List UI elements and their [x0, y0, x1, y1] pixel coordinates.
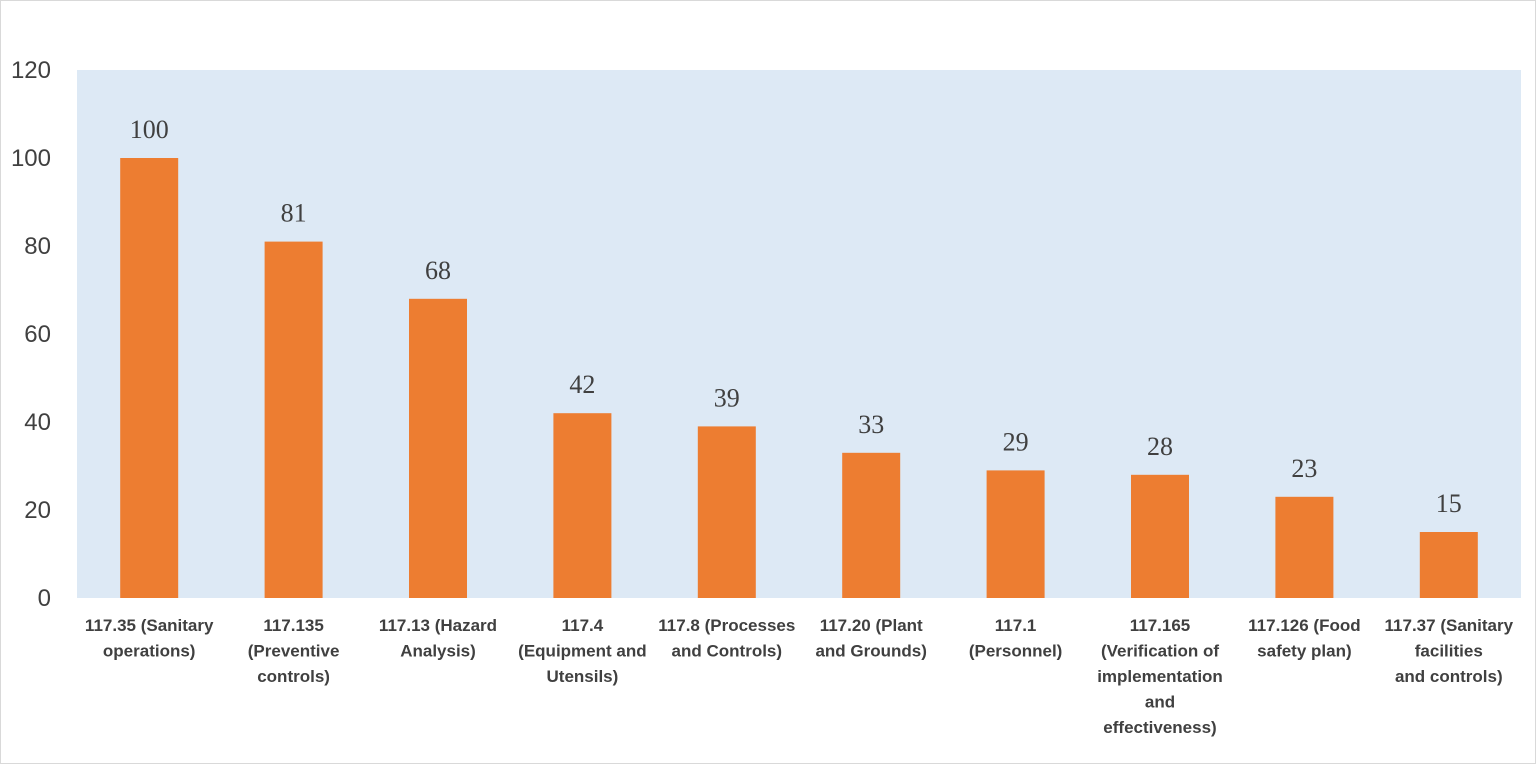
data-label: 23 [1291, 454, 1317, 483]
data-label: 42 [569, 370, 595, 399]
x-tick-label: 117.135 (Preventive controls) [248, 616, 340, 686]
bar [1275, 496, 1334, 598]
y-tick-label: 120 [11, 57, 51, 84]
bar [697, 426, 756, 598]
y-tick-label: 20 [24, 497, 51, 524]
data-label: 100 [130, 115, 169, 144]
x-tick-label: 117.37 (Sanitary facilities and controls) [1385, 616, 1514, 686]
bar [1419, 532, 1478, 598]
data-label: 39 [714, 383, 740, 412]
x-tick-label: 117.4 (Equipment and Utensils) [518, 616, 646, 686]
x-tick-label: 117.165 (Verification of implementation and… [1097, 616, 1223, 737]
bar [409, 298, 467, 598]
x-axis: 117.35 (Sanitary operations) 117.135 (Preve… [85, 616, 1514, 737]
bar [1131, 474, 1189, 598]
y-tick-label: 60 [24, 321, 51, 348]
bar [986, 470, 1045, 598]
data-label: 29 [1003, 427, 1029, 456]
x-tick-label: 117.13 (Hazard Analysis) [379, 616, 497, 661]
x-tick-label: 117.1 (Personnel) [969, 616, 1063, 661]
data-label: 28 [1147, 432, 1173, 461]
x-tick-label: 117.35 (Sanitary operations) [85, 616, 214, 661]
y-axis: 0 20 40 60 80 100 120 [11, 57, 51, 612]
x-tick-label: 117.20 (Plant and Grounds) [815, 616, 926, 661]
x-tick-label: 117.8 (Processes and Controls) [658, 616, 795, 661]
data-labels: 100 81 68 42 39 33 29 28 23 15 [130, 115, 1462, 518]
bar [264, 241, 323, 598]
y-tick-label: 0 [38, 585, 51, 612]
data-label: 15 [1436, 489, 1462, 518]
bars [120, 158, 1478, 598]
y-tick-label: 100 [11, 145, 51, 172]
bar [120, 158, 179, 598]
y-tick-label: 80 [24, 233, 51, 260]
bar [842, 452, 901, 598]
x-tick-label: 117.126 (Food safety plan) [1248, 616, 1360, 661]
y-tick-label: 40 [24, 409, 51, 436]
bar [553, 413, 612, 598]
data-label: 33 [858, 410, 884, 439]
data-label: 81 [281, 199, 307, 228]
data-label: 68 [425, 256, 451, 285]
